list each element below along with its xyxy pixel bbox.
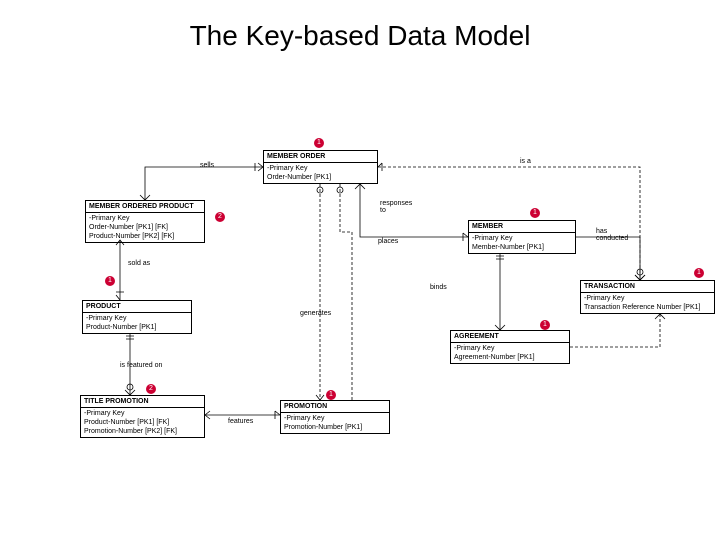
entity-body: -Primary Key Transaction Reference Numbe… — [581, 293, 714, 313]
badge-icon: 1 — [540, 320, 550, 330]
entity-header: PROMOTION — [281, 401, 389, 413]
entity-header: PRODUCT — [83, 301, 191, 313]
attr: -Primary Key — [454, 344, 566, 353]
entity-body: -Primary Key Product-Number [PK1] [FK] P… — [81, 408, 204, 437]
rel-label-places: places — [378, 238, 398, 245]
attr: -Primary Key — [89, 214, 201, 223]
relationship-lines — [0, 0, 720, 540]
entity-header: MEMBER — [469, 221, 575, 233]
attr: -Primary Key — [84, 409, 201, 418]
entity-agreement: AGREEMENT -Primary Key Agreement-Number … — [450, 330, 570, 364]
rel-label-has-conducted: has conducted — [596, 228, 628, 242]
badge-icon: 1 — [326, 390, 336, 400]
entity-body: -Primary Key Order-Number [PK1] [FK] Pro… — [86, 213, 204, 242]
attr: -Primary Key — [86, 314, 188, 323]
entity-header: MEMBER ORDER — [264, 151, 377, 163]
attr: Product-Number [PK1] [FK] — [84, 418, 201, 427]
attr: -Primary Key — [584, 294, 711, 303]
attr: Product-Number [PK2] [FK] — [89, 232, 201, 241]
attr: Product-Number [PK1] — [86, 323, 188, 332]
attr: Order-Number [PK1] — [267, 173, 374, 182]
rel-label-features: features — [228, 418, 253, 425]
attr: Promotion-Number [PK1] — [284, 423, 386, 432]
entity-header: TRANSACTION — [581, 281, 714, 293]
attr: Member-Number [PK1] — [472, 243, 572, 252]
rel-label-is-a: is a — [520, 158, 531, 165]
attr: -Primary Key — [267, 164, 374, 173]
entity-member-order: MEMBER ORDER -Primary Key Order-Number [… — [263, 150, 378, 184]
attr: Order-Number [PK1] [FK] — [89, 223, 201, 232]
badge-icon: 2 — [215, 212, 225, 222]
attr: Agreement-Number [PK1] — [454, 353, 566, 362]
badge-icon: 1 — [694, 268, 704, 278]
rel-label-sold-as: sold as — [128, 260, 150, 267]
entity-promotion: PROMOTION -Primary Key Promotion-Number … — [280, 400, 390, 434]
entity-body: -Primary Key Promotion-Number [PK1] — [281, 413, 389, 433]
attr: Promotion-Number [PK2] [FK] — [84, 427, 201, 436]
attr: -Primary Key — [284, 414, 386, 423]
rel-label-generates: generates — [300, 310, 331, 317]
rel-label-sells: sells — [200, 162, 214, 169]
attr: Transaction Reference Number [PK1] — [584, 303, 711, 312]
entity-transaction: TRANSACTION -Primary Key Transaction Ref… — [580, 280, 715, 314]
entity-product: PRODUCT -Primary Key Product-Number [PK1… — [82, 300, 192, 334]
entity-body: -Primary Key Order-Number [PK1] — [264, 163, 377, 183]
badge-icon: 1 — [530, 208, 540, 218]
entity-body: -Primary Key Member-Number [PK1] — [469, 233, 575, 253]
entity-header: MEMBER ORDERED PRODUCT — [86, 201, 204, 213]
rel-label-responses: responses to — [380, 200, 412, 214]
badge-icon: 1 — [314, 138, 324, 148]
attr: -Primary Key — [472, 234, 572, 243]
entity-body: -Primary Key Agreement-Number [PK1] — [451, 343, 569, 363]
page-title: The Key-based Data Model — [0, 20, 720, 52]
entity-header: AGREEMENT — [451, 331, 569, 343]
entity-member-ordered-product: MEMBER ORDERED PRODUCT -Primary Key Orde… — [85, 200, 205, 243]
rel-label-binds: binds — [430, 284, 447, 291]
entity-header: TITLE PROMOTION — [81, 396, 204, 408]
rel-label-is-featured: is featured on — [120, 362, 162, 369]
badge-icon: 1 — [105, 276, 115, 286]
entity-title-promotion: TITLE PROMOTION -Primary Key Product-Num… — [80, 395, 205, 438]
entity-member: MEMBER -Primary Key Member-Number [PK1] — [468, 220, 576, 254]
badge-icon: 2 — [146, 384, 156, 394]
entity-body: -Primary Key Product-Number [PK1] — [83, 313, 191, 333]
